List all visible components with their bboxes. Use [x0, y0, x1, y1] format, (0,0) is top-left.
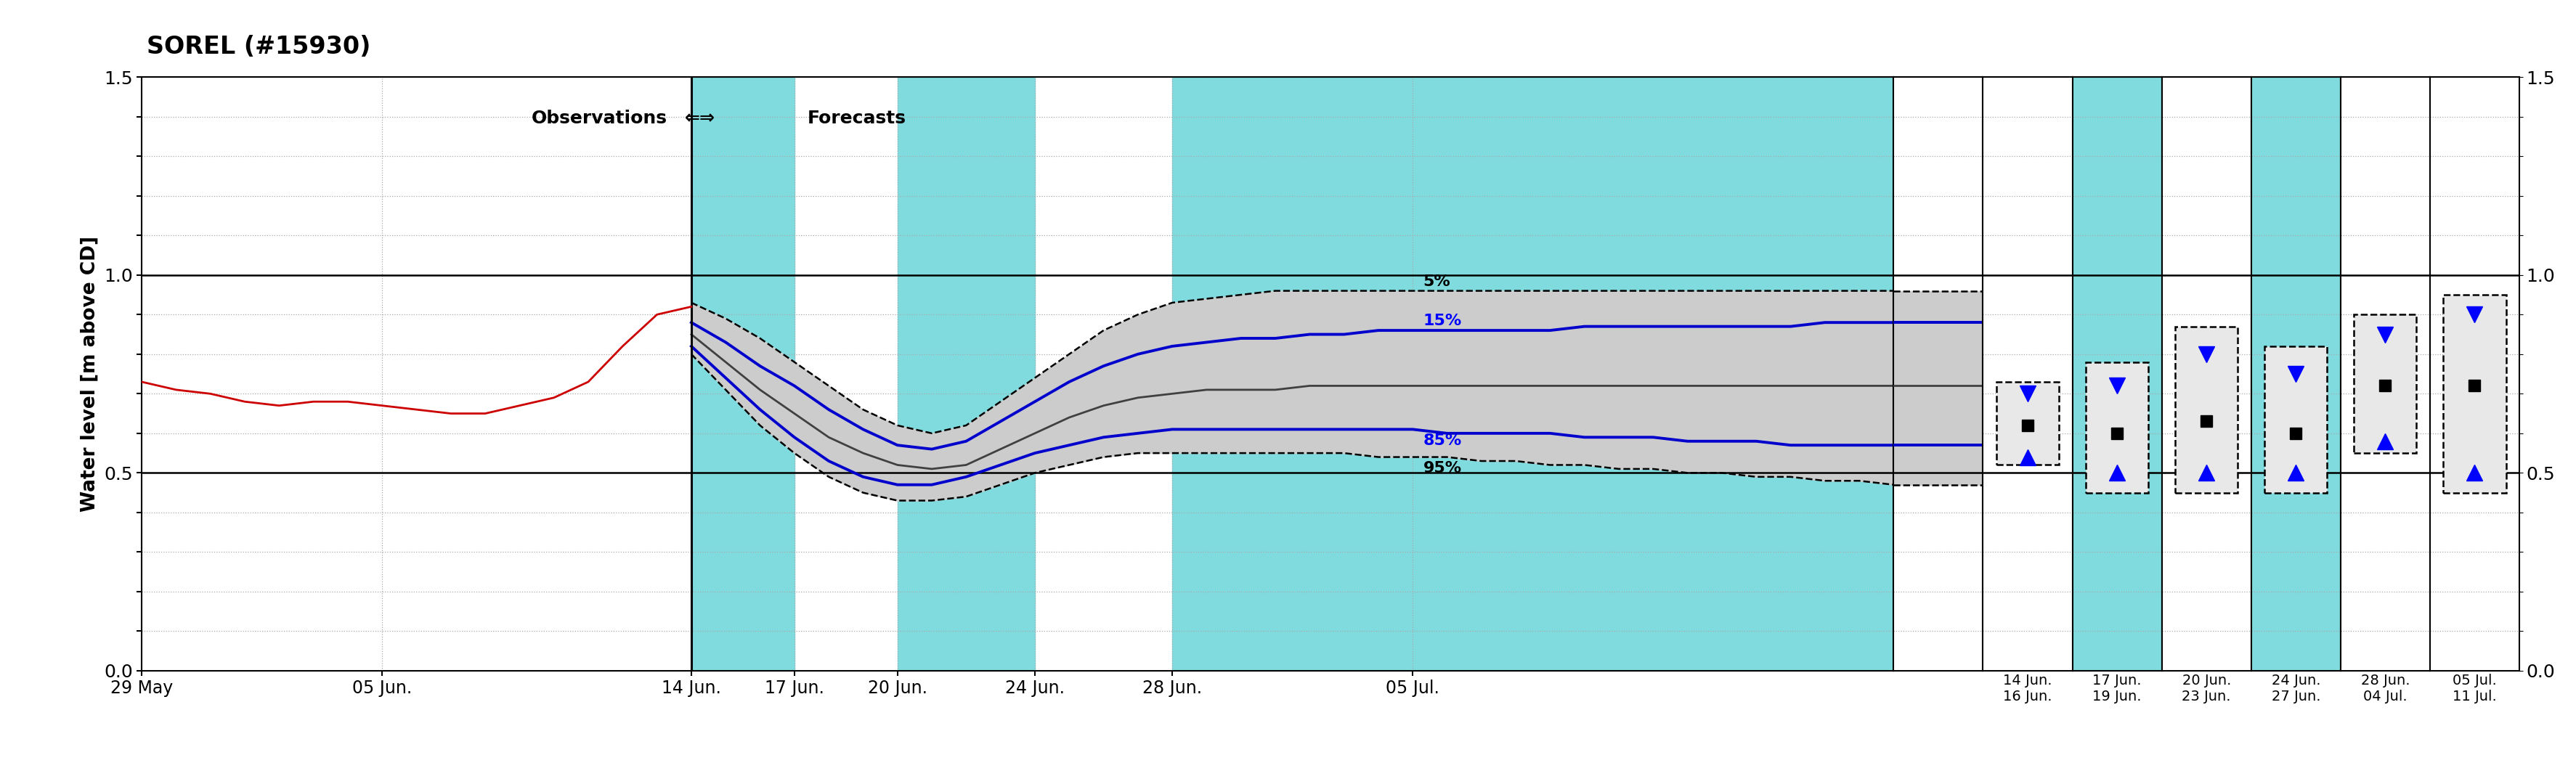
- Text: ⇐⇒: ⇐⇒: [685, 110, 716, 127]
- Text: 85%: 85%: [1422, 433, 1461, 448]
- FancyBboxPatch shape: [2174, 326, 2239, 493]
- Text: 15%: 15%: [1422, 314, 1461, 328]
- Y-axis label: Water level [m above CD]: Water level [m above CD]: [80, 236, 100, 512]
- X-axis label: 05 Jul.
11 Jul.: 05 Jul. 11 Jul.: [2452, 674, 2496, 704]
- Text: 5%: 5%: [1422, 274, 1450, 289]
- Text: Forecasts: Forecasts: [806, 110, 907, 127]
- Text: Observations: Observations: [531, 110, 667, 127]
- Text: SOREL (#15930): SOREL (#15930): [147, 35, 371, 59]
- X-axis label: 14 Jun.
16 Jun.: 14 Jun. 16 Jun.: [2004, 674, 2053, 704]
- FancyBboxPatch shape: [2264, 346, 2326, 493]
- Text: 95%: 95%: [1422, 461, 1461, 476]
- FancyBboxPatch shape: [2445, 295, 2506, 493]
- Bar: [1172, 77, 1893, 671]
- FancyBboxPatch shape: [2087, 362, 2148, 493]
- Bar: [690, 77, 793, 671]
- X-axis label: 28 Jun.
04 Jul.: 28 Jun. 04 Jul.: [2360, 674, 2409, 704]
- FancyBboxPatch shape: [2354, 315, 2416, 453]
- X-axis label: 24 Jun.
27 Jun.: 24 Jun. 27 Jun.: [2272, 674, 2321, 704]
- FancyBboxPatch shape: [1996, 382, 2058, 465]
- X-axis label: 20 Jun.
23 Jun.: 20 Jun. 23 Jun.: [2182, 674, 2231, 704]
- X-axis label: 17 Jun.
19 Jun.: 17 Jun. 19 Jun.: [2092, 674, 2141, 704]
- Bar: [896, 77, 1036, 671]
